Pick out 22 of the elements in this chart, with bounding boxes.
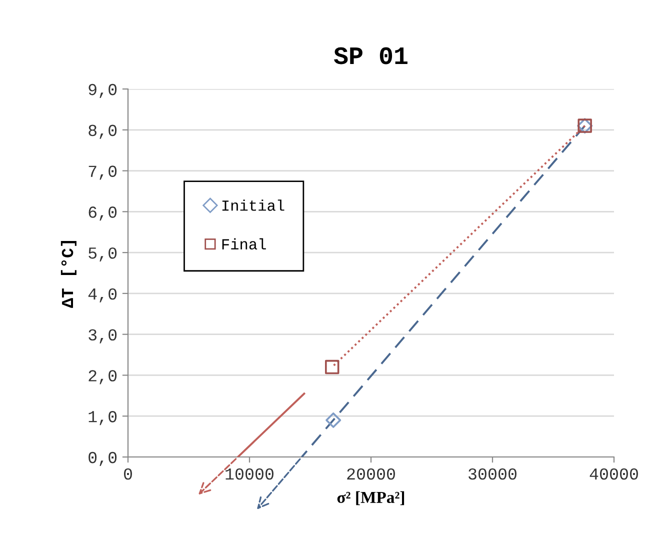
x-tick-label: 40000 xyxy=(590,468,638,480)
y-tick-label: 5,0 xyxy=(88,247,117,262)
y-tick-label: 9,0 xyxy=(88,84,117,98)
x-tick-label: 10000 xyxy=(226,468,274,480)
y-tick-label: 2,0 xyxy=(88,370,117,384)
y-tick-label: 6,0 xyxy=(88,206,117,221)
x-tick-label: 20000 xyxy=(347,468,395,480)
legend-label: Initial xyxy=(222,200,284,211)
y-tick-label: 7,0 xyxy=(88,166,117,180)
x-tick-label: 30000 xyxy=(468,468,516,480)
point xyxy=(326,412,342,428)
point xyxy=(325,360,340,374)
y-axis-title: ΔT [°C] xyxy=(60,241,76,308)
chart-title: SP 01 xyxy=(334,47,408,64)
legend-label: Final xyxy=(222,238,266,250)
y-tick-label: 4,0 xyxy=(88,288,117,302)
y-tick-label: 1,0 xyxy=(88,411,117,426)
x-tick-label: 0 xyxy=(124,468,132,480)
y-tick-label: 0,0 xyxy=(88,452,117,466)
x-axis-title: σ² [MPa²] xyxy=(337,491,404,506)
y-tick-label: 8,0 xyxy=(88,124,117,139)
y-tick-label: 3,0 xyxy=(88,329,117,344)
